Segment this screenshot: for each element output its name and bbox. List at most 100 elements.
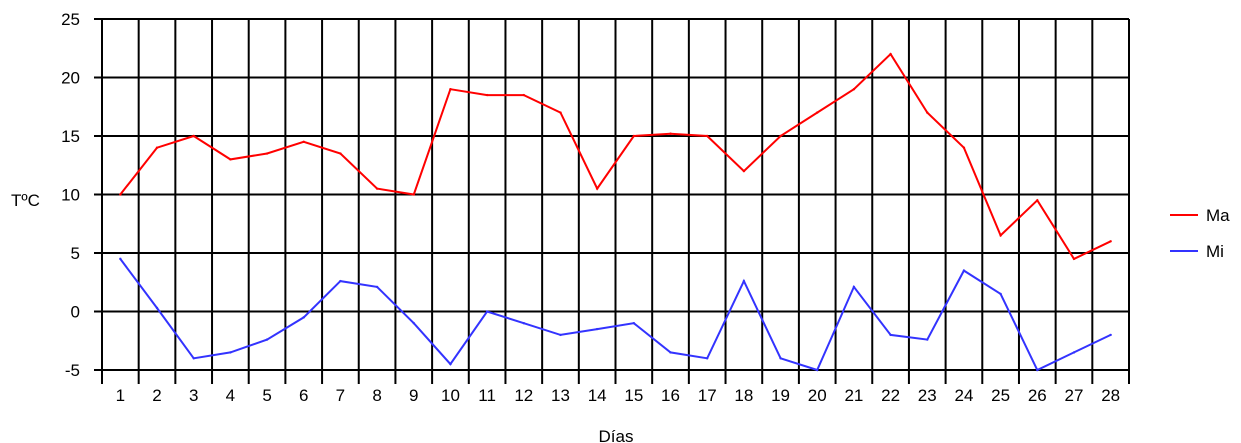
data-point-Ma [632,134,636,138]
x-tick-label: 27 [1065,386,1084,405]
axes [94,18,1129,371]
data-point-Ma [412,193,415,196]
x-tick-label: 22 [881,386,900,405]
y-tick-label: 5 [71,244,80,263]
x-tick-label: 24 [954,386,973,405]
x-tick-label: 5 [262,386,271,405]
data-point-Mi [852,285,856,289]
x-tick-label: 8 [372,386,381,405]
data-point-Ma [155,146,159,149]
data-point-Mi [412,322,415,325]
x-tick-label: 21 [844,386,863,405]
x-tick-label: 3 [189,386,198,405]
data-point-Mi [1072,351,1076,354]
y-tick-label: 25 [61,10,80,29]
data-point-Ma [705,134,709,138]
x-tick-label: 14 [588,386,607,405]
x-tick-label: 17 [698,386,717,405]
data-point-Mi [595,327,599,331]
series-line-Ma [119,52,1112,261]
legend: Ma Mi [1170,206,1230,261]
data-point-Mi [1109,333,1112,337]
data-point-Mi [962,269,966,272]
legend-label-Mi: Mi [1206,242,1224,261]
data-point-Mi [669,351,672,354]
data-point-Mi [1036,368,1039,372]
data-point-Mi [522,322,526,325]
data-point-Ma [265,152,269,155]
series-line-Mi [119,258,1112,372]
data-point-Ma [999,234,1002,237]
data-point-Mi [889,333,892,337]
x-tick-label: 13 [551,386,570,405]
x-tick-label: 26 [1028,386,1047,405]
x-tick-label: 16 [661,386,680,405]
data-point-Mi [926,338,929,341]
y-tick-label: 10 [61,186,80,205]
data-point-Ma [375,187,379,190]
data-point-Mi [742,279,746,283]
y-axis-label: TºC [11,191,40,210]
y-tick-label: 0 [71,303,80,322]
x-tick-label: 12 [514,386,533,405]
data-point-Ma [1036,199,1039,202]
data-point-Mi [119,257,122,261]
data-point-Ma [339,152,342,155]
data-point-Mi [559,333,562,337]
data-point-Ma [522,93,526,97]
y-tick-label: 20 [61,69,80,88]
x-tick-label: 2 [152,386,161,405]
y-tick-labels: -5 0 5 10 15 20 25 [61,10,80,380]
data-point-Ma [889,52,892,56]
data-point-Ma [742,169,746,173]
data-point-Ma [816,111,819,114]
data-point-Ma [1072,257,1076,261]
data-point-Mi [632,322,636,325]
data-point-Mi [375,285,379,289]
data-point-Mi [816,368,819,372]
x-tick-label: 20 [808,386,827,405]
data-point-Mi [449,362,452,366]
data-point-Mi [229,351,232,354]
data-point-Ma [1109,240,1112,243]
data-point-Mi [705,357,709,360]
data-point-Ma [302,140,305,144]
data-point-Ma [852,88,856,91]
data-point-Mi [265,338,269,341]
data-point-Ma [779,134,782,138]
x-tick-label: 15 [624,386,643,405]
x-tick-label: 28 [1101,386,1120,405]
x-tick-label: 10 [441,386,460,405]
data-point-Mi [779,357,782,360]
data-point-Mi [155,306,159,310]
x-tick-label: 18 [734,386,753,405]
x-tick-label: 7 [336,386,345,405]
data-point-Ma [485,93,489,97]
y-tick-label: -5 [65,361,80,380]
x-tick-label: 25 [991,386,1010,405]
x-tick-label: 11 [478,386,496,405]
x-axis-label: Días [599,427,634,443]
data-point-Ma [559,111,562,114]
data-point-Ma [192,134,195,138]
data-point-Ma [449,88,452,91]
x-tick-label: 1 [116,386,125,405]
legend-label-Ma: Ma [1206,206,1230,225]
data-point-Mi [192,357,195,360]
data-point-Mi [339,279,342,283]
y-tick-label: 15 [61,127,80,146]
data-point-Ma [229,158,232,161]
data-point-Mi [485,310,489,313]
x-tick-label: 23 [918,386,937,405]
data-point-Ma [119,193,122,196]
x-tick-label: 9 [409,386,418,405]
data-point-Ma [962,146,966,149]
data-point-Mi [999,292,1002,296]
x-tick-labels: 1 2 3 4 5 6 7 8 9 10 11 12 13 14 15 16 17 18 19 20 21 22 23 24 2… [116,386,1121,405]
data-point-Ma [669,132,672,135]
data-point-Mi [302,316,305,319]
data-point-Ma [595,187,599,190]
x-tick-label: 4 [226,386,235,405]
x-tick-label: 19 [771,386,790,405]
